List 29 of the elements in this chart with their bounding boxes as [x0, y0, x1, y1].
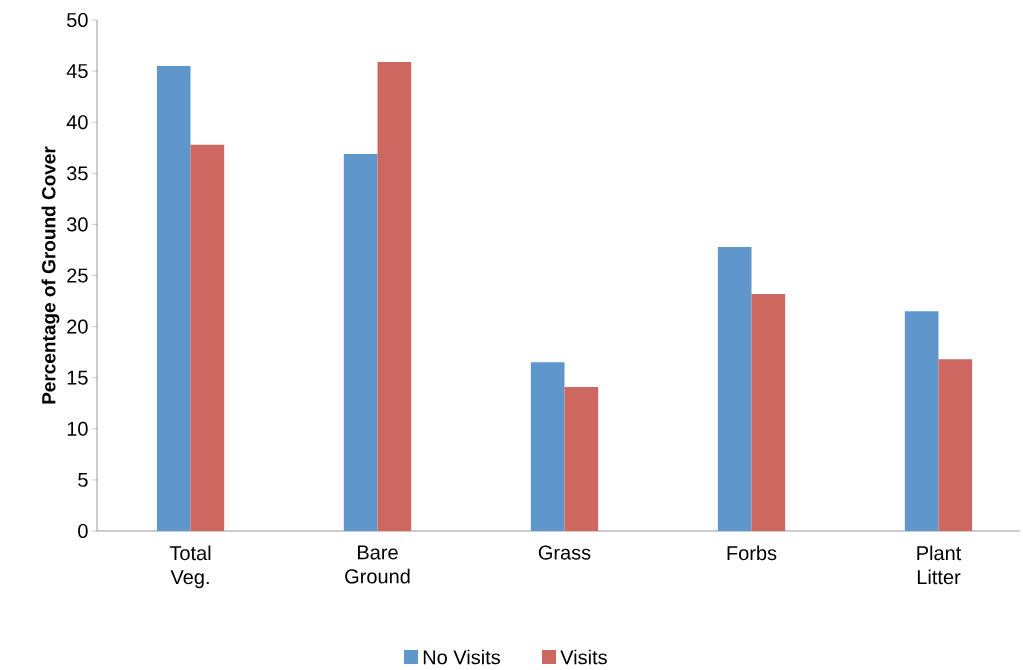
bar: [717, 246, 752, 531]
x-tick-label: Bare Ground: [345, 545, 410, 584]
y-tick-label: 50: [67, 12, 88, 28]
y-tick-label: 35: [66, 166, 88, 181]
bar: [564, 386, 599, 531]
y-tick-label: 30: [66, 217, 88, 232]
y-tick-label: 45: [66, 64, 88, 79]
y-tick-label: 40: [66, 115, 88, 130]
x-tick-label: Forbs: [727, 545, 777, 561]
bar: [530, 362, 565, 531]
y-tick-label: 5: [78, 472, 88, 487]
bar: [904, 311, 939, 531]
legend-label: Visits: [560, 649, 607, 665]
bar: [751, 293, 786, 531]
bar: [938, 359, 973, 531]
y-tick-label: 0: [78, 523, 88, 539]
y-axis-title: Percentage of Ground Cover: [41, 146, 60, 404]
y-tick-label: 15: [67, 370, 88, 385]
y-tick-label: 20: [67, 319, 88, 334]
x-tick-label: Grass: [538, 545, 591, 560]
bar: [190, 144, 225, 531]
bar: [343, 153, 378, 531]
bar: [377, 61, 412, 531]
bar: [156, 65, 191, 531]
legend-label: No Visits: [423, 649, 501, 665]
x-tick-label: Plant Litter: [917, 545, 962, 585]
y-tick-label: 25: [67, 268, 88, 283]
y-tick-label: 10: [67, 421, 88, 436]
x-tick-label: Total Veg.: [169, 545, 211, 589]
